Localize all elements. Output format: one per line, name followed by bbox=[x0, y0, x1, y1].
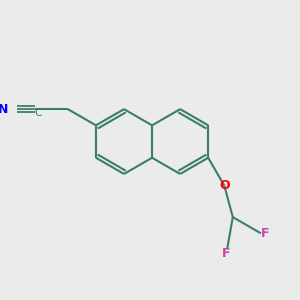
Text: F: F bbox=[222, 247, 231, 260]
Text: C: C bbox=[34, 107, 41, 118]
Text: N: N bbox=[0, 103, 9, 116]
Text: F: F bbox=[261, 227, 269, 240]
Text: O: O bbox=[219, 179, 230, 192]
